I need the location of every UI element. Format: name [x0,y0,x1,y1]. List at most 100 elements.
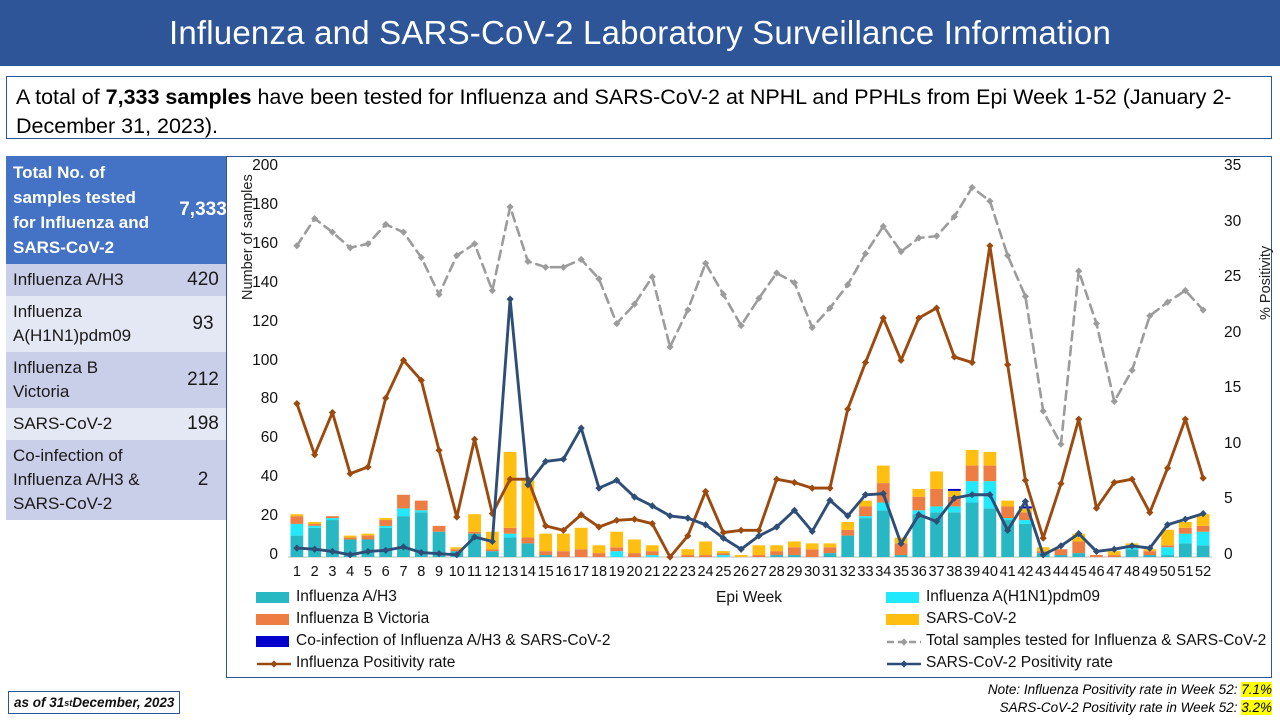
legend-item[interactable]: Influenza B Victoria [256,610,429,628]
bar-segment [1161,547,1174,556]
x-axis-tick: 1 [292,564,301,580]
slide-title-bar: Influenza and SARS-CoV-2 Laboratory Surv… [0,0,1280,66]
x-axis-tick: 5 [363,564,372,580]
line-marker [684,306,692,314]
bar-segment [1161,545,1174,548]
line-marker [399,543,408,551]
line-marker [790,478,799,487]
summary-prefix: A total of [16,85,106,109]
bar-segment [1054,549,1068,556]
x-axis-tick: 24 [697,564,714,580]
y-axis-tick: 140 [252,273,278,291]
line-marker [1163,521,1172,529]
x-axis-tick: 27 [750,564,767,580]
bar-segment [1072,541,1086,554]
line-marker [382,394,390,402]
line-marker [755,526,763,534]
bar-segment [521,479,535,538]
legend-item[interactable]: SARS-CoV-2 Positivity rate [886,654,1113,672]
line-marker [293,544,301,552]
note-sars: SARS-CoV-2 Positivity rate in Week 52: 3… [988,699,1272,717]
legend-item[interactable]: Co-infection of Influenza A/H3 & SARS-Co… [256,632,610,650]
line-marker [701,259,710,267]
y-axis-tick: 60 [260,429,278,447]
bar-segment [503,537,517,557]
bar-segment [539,551,553,556]
bar-segment [1090,555,1103,557]
bar-segment [503,533,517,538]
x-axis-tick: 42 [1017,564,1034,580]
bar-segment [1178,527,1192,534]
x-axis-tick: 16 [555,564,572,580]
line-marker [1075,415,1083,423]
x-axis-tick: 19 [608,564,625,580]
x-axis-tick: 37 [928,564,945,580]
bar-segment [1178,533,1192,544]
bar-segment [983,508,997,558]
x-axis-tick: 34 [875,564,892,580]
bar-segment [699,541,712,556]
bar-segment [770,555,784,557]
line-marker [542,522,550,530]
line-marker [701,521,710,529]
x-axis-tick: 4 [346,564,355,580]
bar-segment [947,506,961,513]
line-marker [399,356,408,364]
bar-segment [752,555,766,557]
y2-axis-tick: 25 [1224,268,1242,286]
line-marker [630,515,639,523]
line-marker [364,463,372,471]
line-marker [879,222,887,230]
legend-label: Influenza A/H3 [296,588,397,605]
legend-item[interactable]: Influenza Positivity rate [256,654,455,672]
line-marker [328,228,337,236]
line-marker [1110,397,1118,405]
bar-segment [894,543,908,556]
bar-segment [521,543,535,557]
bar-segment [841,535,855,557]
bar-segment [1001,500,1015,507]
y-axis-tick: 160 [252,234,278,252]
line-marker [684,532,692,540]
positivity-notes: Note: Influenza Positivity rate in Week … [988,681,1272,717]
bar-segment [965,502,979,557]
line-marker [755,294,763,302]
line-marker [808,323,816,332]
table-row: SARS-CoV-2 198 [6,408,246,440]
legend-item[interactable]: Total samples tested for Influenza & SAR… [886,632,1266,650]
legend-item[interactable]: Influenza A/H3 [256,588,397,606]
table-row: Influenza B Victoria 212 [6,352,246,408]
line-marker [808,527,816,536]
x-axis-tick: 17 [573,564,590,580]
line-marker [1181,286,1189,295]
y2-axis-tick: 20 [1224,323,1242,341]
bar-segment [788,541,801,548]
x-axis-tick: 8 [417,564,426,580]
line-marker [808,484,816,492]
x-axis-tick: 22 [661,564,679,580]
line-marker [1199,306,1207,314]
bar-segment [503,527,517,534]
x-axis-tick: 47 [1106,564,1123,580]
line-marker [915,314,923,322]
line-marker [577,511,585,519]
bar-segment [343,539,357,557]
legend-item[interactable]: SARS-CoV-2 [886,610,1016,628]
summary-suffix: have been tested for Influenza and SARS-… [16,85,1232,138]
bar-segment [414,510,428,513]
chart-legend: Epi Week Influenza A/H3 Influenza A(H1N1)… [226,588,1272,676]
x-axis-tick: 30 [804,564,821,580]
legend-label: Total samples tested for Influenza & SAR… [926,632,1267,649]
bar-segment [397,508,410,517]
bar-segment [788,547,801,556]
legend-item[interactable]: Influenza A(H1N1)pdm09 [886,588,1100,606]
bar-segment [414,500,428,511]
bar-segment [592,545,606,554]
line-marker [1163,298,1172,306]
line-marker [1146,544,1154,552]
bar-segment [1161,555,1174,557]
bar-segment [414,512,428,557]
table-cell-label: Influenza B Victoria [6,352,160,408]
